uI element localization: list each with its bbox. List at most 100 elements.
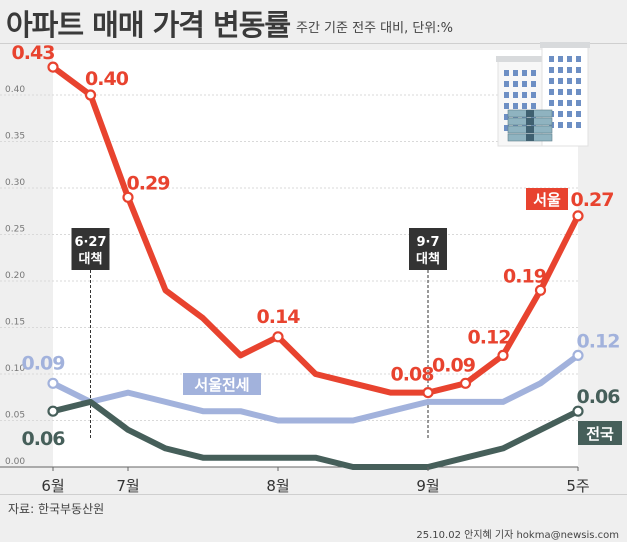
data-label-seoul: 0.12 xyxy=(468,326,511,348)
window xyxy=(549,56,554,62)
x-tick-label: 8월 xyxy=(266,477,289,495)
data-label-jeonse: 0.09 xyxy=(22,352,65,374)
window xyxy=(531,70,536,76)
window xyxy=(567,56,572,62)
window xyxy=(558,122,563,128)
window xyxy=(522,70,527,76)
window xyxy=(567,122,572,128)
window xyxy=(504,81,509,87)
building-left-roof xyxy=(496,56,544,62)
window xyxy=(576,100,581,106)
legend-jeonse-box xyxy=(183,373,261,395)
data-point-seoul xyxy=(572,210,584,222)
chart-bottom-divider xyxy=(0,494,627,495)
data-point-seoul xyxy=(497,349,509,361)
data-label-seoul: 0.29 xyxy=(127,172,170,194)
y-tick-label: 0.10 xyxy=(5,364,25,374)
window xyxy=(558,67,563,73)
data-label-national: 0.06 xyxy=(22,428,66,450)
window xyxy=(513,81,518,87)
legend-national-text: 전국 xyxy=(586,425,614,443)
legend-seoul: 서울 xyxy=(526,188,568,210)
window xyxy=(558,78,563,84)
data-label-seoul: 0.43 xyxy=(12,42,55,64)
data-point-national xyxy=(47,405,59,417)
header-divider xyxy=(0,43,627,44)
data-label-seoul: 0.09 xyxy=(432,354,475,376)
source-note: 자료: 한국부동산원 xyxy=(8,502,105,516)
policy-date: 9·7 xyxy=(416,235,439,250)
y-tick-label: 0.00 xyxy=(5,457,25,467)
y-tick-label: 0.30 xyxy=(5,178,25,188)
window xyxy=(549,100,554,106)
data-point-seoul xyxy=(459,377,472,389)
window xyxy=(531,81,536,87)
window xyxy=(576,122,581,128)
y-tick-label: 0.05 xyxy=(5,411,25,421)
data-point-seoul xyxy=(272,331,284,343)
window xyxy=(567,78,572,84)
window xyxy=(513,103,518,109)
data-label-seoul: 0.08 xyxy=(391,364,435,386)
money-stack-icon xyxy=(507,109,553,142)
data-point-seoul xyxy=(122,191,134,203)
bill-band xyxy=(526,118,534,125)
window xyxy=(549,89,554,95)
y-tick-label: 0.20 xyxy=(5,271,25,281)
window xyxy=(567,100,572,106)
data-point-jeonse xyxy=(572,349,584,361)
data-point-seoul xyxy=(47,61,59,73)
data-label-seoul: 0.19 xyxy=(503,265,546,287)
window xyxy=(513,92,518,98)
data-point-seoul xyxy=(534,284,547,296)
y-tick-label: 0.35 xyxy=(5,132,25,142)
bill-band xyxy=(526,110,534,117)
x-tick-label: 6월 xyxy=(41,477,64,495)
window xyxy=(522,92,527,98)
data-label-national: 0.06 xyxy=(577,386,621,408)
policy-box xyxy=(409,228,447,270)
window xyxy=(549,67,554,73)
policy-box xyxy=(71,228,110,270)
window xyxy=(576,78,581,84)
window xyxy=(567,111,572,117)
x-tick-label: 7월 xyxy=(116,477,139,495)
building-right-roof xyxy=(540,42,590,48)
window xyxy=(531,92,536,98)
window xyxy=(504,92,509,98)
policy-text: 대책 xyxy=(416,252,440,267)
window xyxy=(522,81,527,87)
window xyxy=(576,111,581,117)
legend-national: 전국 xyxy=(578,421,622,445)
window xyxy=(558,89,563,95)
bill-band xyxy=(526,134,534,141)
y-tick-label: 0.40 xyxy=(5,85,25,95)
window xyxy=(558,100,563,106)
data-label-seoul: 0.40 xyxy=(85,68,129,90)
window xyxy=(504,103,509,109)
legend-national-box xyxy=(578,421,622,445)
data-point-seoul xyxy=(422,387,434,399)
window xyxy=(567,89,572,95)
data-label-seoul: 0.14 xyxy=(257,306,301,328)
window xyxy=(558,56,563,62)
legend-jeonse-text: 서울전세 xyxy=(194,376,249,394)
page-title: 아파트 매매 가격 변동률 xyxy=(6,8,291,42)
apartment-building-icon xyxy=(496,42,590,147)
window xyxy=(549,78,554,84)
y-tick-label: 0.25 xyxy=(5,225,25,235)
data-label-seoul: 0.27 xyxy=(571,189,614,211)
series-line-seoul xyxy=(50,64,581,396)
window xyxy=(504,125,509,131)
credit-line: 25.10.02 안지혜 기자 hokma@newsis.com xyxy=(416,530,619,541)
subtitle: 주간 기준 전주 대비, 단위:% xyxy=(296,21,453,36)
y-tick-label: 0.15 xyxy=(5,318,25,328)
legend-seoul-box xyxy=(526,188,568,210)
window xyxy=(513,70,518,76)
x-tick-label: 5주 xyxy=(566,477,589,495)
window xyxy=(576,67,581,73)
window xyxy=(531,103,536,109)
window xyxy=(576,89,581,95)
policy-date: 6·27 xyxy=(74,235,106,250)
